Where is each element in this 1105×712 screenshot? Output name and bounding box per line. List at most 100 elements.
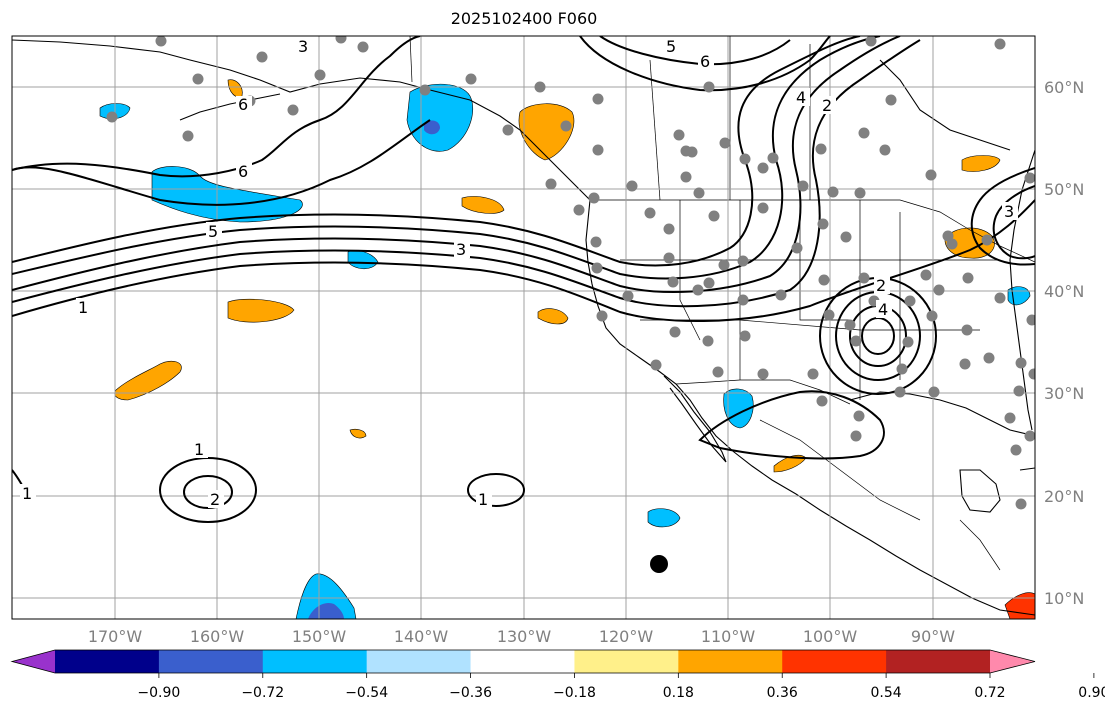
station-dot: [983, 352, 995, 364]
border-central-america: [959, 519, 1001, 571]
shade-orange-central-america: [1004, 592, 1035, 619]
colorbar-tick-label: 0.18: [663, 685, 694, 701]
contour-3: [12, 36, 901, 293]
station-dot: [256, 51, 268, 63]
shade-orange-southwest: [114, 360, 182, 401]
lon-label: 110°W: [701, 627, 756, 646]
station-dot: [961, 324, 973, 336]
station-dot: [850, 335, 862, 347]
station-dot: [1026, 314, 1035, 326]
colorbar-segment: [55, 650, 160, 673]
station-dot: [827, 186, 839, 198]
contour-label-5b: 5: [666, 37, 676, 56]
colorbar: −0.90 −0.72 −0.54 −0.36 −0.18 0.18 0.36 0.54 0.7…: [10, 649, 1105, 701]
border-us-mexico: [675, 379, 851, 405]
station-dot: [858, 127, 870, 139]
contour-label-1d: 1: [22, 484, 32, 503]
contour-mexico: [698, 390, 885, 460]
contour-east-a: [970, 167, 1035, 266]
contour-label-3b: 3: [298, 37, 308, 56]
station-dot: [815, 143, 827, 155]
station-dot: [650, 359, 662, 371]
station-dot: [1024, 172, 1035, 184]
station-dot: [925, 169, 937, 181]
colorbar-tick-label: −0.90: [137, 685, 180, 701]
station-dot: [534, 81, 546, 93]
shade-blue-gulf-alaska: [406, 83, 474, 152]
colorbar-segment: [470, 650, 575, 673]
station-dot: [933, 284, 945, 296]
colorbar-tick-label: 0.90: [1078, 685, 1105, 701]
shade-blue-south-bottom: [295, 573, 357, 619]
border-state-1: [679, 200, 701, 341]
contour-label-6a: 6: [238, 162, 248, 181]
station-dot: [818, 274, 830, 286]
station-dot: [865, 36, 877, 47]
station-dot: [663, 252, 675, 264]
colorbar-segment: [574, 650, 679, 673]
station-dot: [767, 152, 779, 164]
contour-label-1a: 1: [78, 298, 88, 317]
lon-label: 170°W: [88, 627, 143, 646]
colorbar-extend-min: [12, 650, 55, 673]
station-dot: [854, 187, 866, 199]
station-dot: [591, 262, 603, 274]
station-dot: [757, 162, 769, 174]
colorbar-tick-label: 0.36: [767, 685, 798, 701]
station-dot: [314, 69, 326, 81]
station-dot: [926, 310, 938, 322]
colorbar-extend-max: [990, 650, 1035, 673]
colorbar-outline: [10, 649, 1036, 674]
colorbar-tick-label: −0.54: [345, 685, 388, 701]
coast-aleutians: [179, 93, 281, 121]
station-dot: [465, 73, 477, 85]
station-dot: [739, 153, 751, 165]
contour-label-2b: 2: [876, 276, 886, 295]
lon-label: 100°W: [803, 627, 858, 646]
station-dot: [942, 230, 954, 242]
station-dot: [1024, 430, 1035, 442]
station-dot: [904, 295, 916, 307]
station-dot: [739, 330, 751, 342]
contour-1: [12, 199, 1035, 322]
station-dot: [791, 242, 803, 254]
station-dot: [669, 326, 681, 338]
lat-label: 20°N: [1044, 487, 1084, 506]
station-dot: [644, 207, 656, 219]
station-dot: [708, 210, 720, 222]
station-dot: [702, 335, 714, 347]
coast-hudson-bay: [879, 59, 1011, 151]
station-dot: [840, 231, 852, 243]
station-dot: [853, 410, 865, 422]
contour-6-north: [12, 36, 421, 178]
station-dot: [419, 84, 431, 96]
colorbar-tick-label: −0.72: [241, 685, 284, 701]
contour-label-2a: 2: [822, 96, 832, 115]
contour-label-5: 5: [208, 222, 218, 241]
contour-labels: 6 5 3 1 3 5 6 4 2 6 2 4 3 1 2 1 1: [20, 37, 1018, 509]
station-dot: [667, 276, 679, 288]
station-dot: [287, 104, 299, 116]
border-alaska-canada: [409, 36, 413, 83]
lon-label: 150°W: [292, 627, 347, 646]
station-dot: [879, 144, 891, 156]
station-dot: [737, 294, 749, 306]
station-dot: [962, 272, 974, 284]
station-dot: [502, 124, 514, 136]
station-dot: [663, 223, 675, 235]
station-dot: [1028, 368, 1035, 380]
contour-label-2c: 2: [210, 490, 220, 509]
shade-orange-baja-offshore: [537, 308, 569, 325]
station-dot: [775, 289, 787, 301]
colorbar-segment: [678, 650, 783, 673]
station-dot: [155, 36, 167, 47]
map-frame: [11, 35, 1036, 620]
contour-east-b: [992, 185, 1035, 260]
map-title: 2025102400 F060: [450, 9, 598, 28]
contour-4: [12, 36, 881, 280]
station-dot: [981, 234, 993, 246]
lat-label: 30°N: [1044, 384, 1084, 403]
lat-label: 10°N: [1044, 589, 1084, 608]
contour-label-3c: 3: [1004, 202, 1014, 221]
station-dot: [737, 255, 749, 267]
